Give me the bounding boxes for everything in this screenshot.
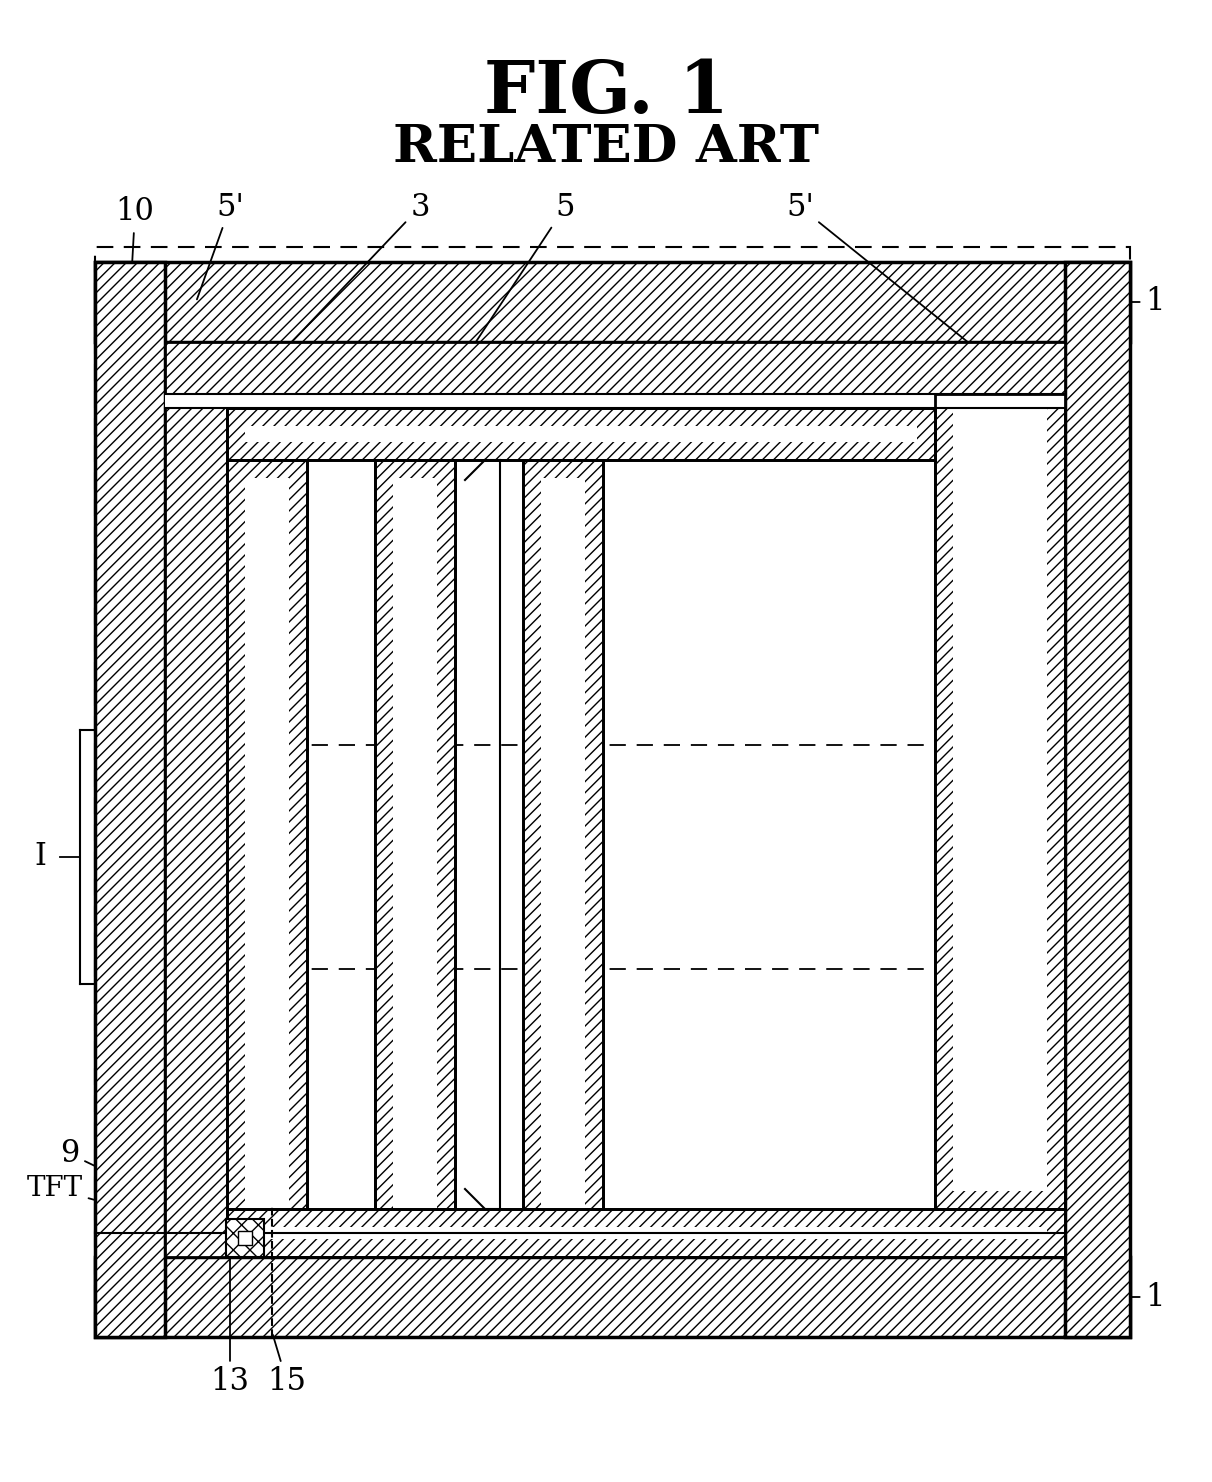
Bar (524, 459, 604, 1209)
Text: 5': 5' (787, 191, 997, 366)
Text: 1: 1 (1128, 1282, 1165, 1313)
Bar (934, 394, 1065, 1209)
Bar (95, 262, 165, 1337)
Bar (95, 262, 1130, 342)
Text: 1: 1 (1128, 286, 1165, 317)
Text: 5: 5 (417, 191, 574, 431)
Text: RELATED ART: RELATED ART (393, 122, 819, 172)
Text: TFT: TFT (27, 1175, 230, 1237)
Text: 13: 13 (211, 1252, 250, 1398)
Bar (95, 247, 1130, 1337)
Bar (238, 1232, 252, 1245)
Bar (165, 394, 1065, 408)
Bar (934, 394, 1065, 1209)
Bar (95, 1257, 1130, 1337)
Bar (393, 479, 438, 1209)
Text: 3: 3 (269, 191, 430, 366)
Bar (227, 459, 307, 1209)
Bar (227, 1209, 1065, 1257)
Bar (165, 394, 227, 1257)
Bar (227, 459, 307, 1209)
Bar (245, 1227, 1047, 1239)
Text: 9: 9 (61, 1138, 242, 1237)
Text: 5': 5' (196, 191, 244, 299)
Text: 15: 15 (268, 1335, 307, 1398)
Bar (953, 394, 1047, 1192)
Bar (1065, 262, 1130, 1337)
Bar (227, 408, 934, 459)
Bar (375, 459, 454, 1209)
Bar (375, 459, 454, 1209)
Bar (227, 408, 934, 459)
Bar (165, 342, 1065, 394)
Bar (245, 425, 917, 442)
Bar (541, 479, 585, 1209)
Text: 10: 10 (115, 197, 154, 299)
Bar (245, 479, 288, 1209)
Bar (225, 1220, 264, 1257)
Text: FIG. 1: FIG. 1 (484, 56, 728, 127)
Bar (227, 1209, 1065, 1257)
Bar (524, 459, 604, 1209)
Text: I: I (34, 842, 46, 873)
